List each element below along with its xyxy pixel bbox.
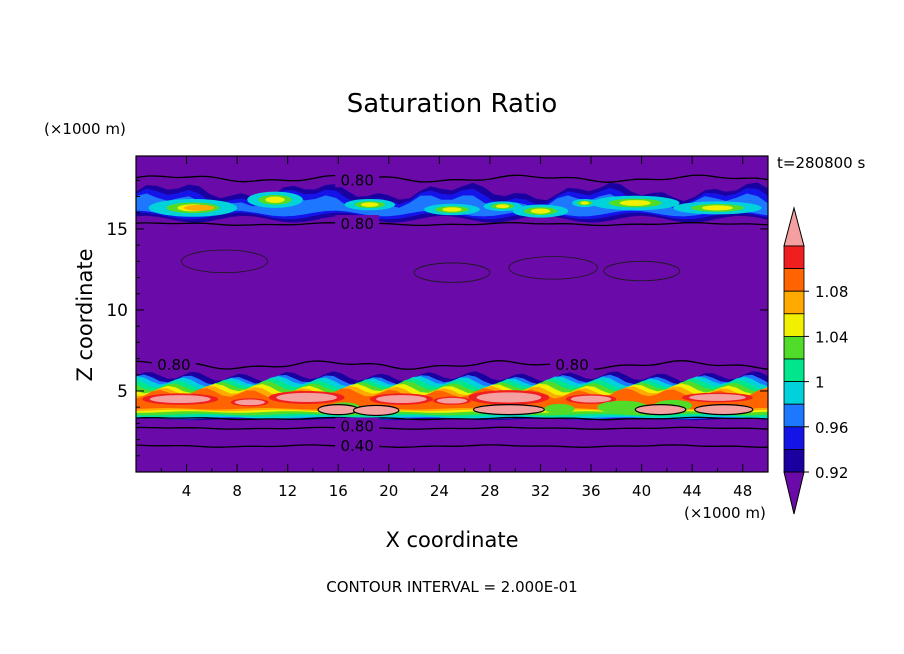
lower-pink-patch xyxy=(476,392,542,403)
plot-area: 0.800.800.80 0.800.800.40 xyxy=(136,156,768,472)
x-tick-label: 48 xyxy=(733,482,752,500)
upper-orange-patch xyxy=(184,204,215,211)
x-tick-label: 16 xyxy=(329,482,348,500)
colorbar-box xyxy=(783,268,805,292)
contour-fill: 0.800.800.80 0.800.800.40 xyxy=(136,156,768,472)
chart-title: Saturation Ratio xyxy=(347,89,558,119)
x-tick-label: 12 xyxy=(278,482,297,500)
x-tick-label: 28 xyxy=(480,482,499,500)
y-tick-label: 15 xyxy=(106,220,128,240)
upper-yellow-patch xyxy=(619,200,651,206)
contour-label-bg xyxy=(151,356,196,373)
closed-contour-loop xyxy=(181,249,268,274)
contour-line-upper-bottom xyxy=(136,221,768,227)
contour-label-bg xyxy=(550,356,595,373)
upper-yellow-patch xyxy=(580,201,590,205)
x-axis-label: X coordinate xyxy=(385,528,518,552)
closed-contour-loop xyxy=(603,260,680,282)
colorbar-box xyxy=(783,358,805,383)
x-tick-label: 8 xyxy=(232,482,242,500)
colorbar-tick-label: 0.96 xyxy=(815,419,848,437)
contour-label: 0.80 xyxy=(340,171,373,189)
x-unit-label: (×1000 m) xyxy=(684,504,766,522)
upper-yellow-patch xyxy=(265,196,285,203)
lower-pink-patch xyxy=(689,394,746,401)
contour-label: 0.80 xyxy=(157,356,190,374)
lower-pink-patch xyxy=(570,395,612,403)
x-tick-label: 20 xyxy=(379,482,398,500)
colorbar-box xyxy=(783,448,805,473)
contour-interval-footer: CONTOUR INTERVAL = 2.000E-01 xyxy=(326,578,577,596)
lower-pink-lens xyxy=(472,404,545,416)
contour-label-bg xyxy=(335,215,380,232)
contour-line-lower-1 xyxy=(136,416,768,421)
colorbar-tick-label: 1.04 xyxy=(815,328,848,346)
colorbar-tick-label: 1.08 xyxy=(815,283,848,301)
contour-label: 0.80 xyxy=(340,215,373,233)
lower-pink-lens xyxy=(634,404,687,416)
contour-label-bg xyxy=(335,437,380,454)
colorbar-box xyxy=(783,245,805,270)
colorbar-tick-label: 0.92 xyxy=(815,464,848,482)
lower-pink-lens xyxy=(317,404,360,416)
lower-pink-patch xyxy=(276,392,337,402)
contour-line-upper-top xyxy=(136,174,768,183)
contour-label-bg xyxy=(335,171,380,188)
colorbar-box xyxy=(783,426,805,450)
x-tick-label: 40 xyxy=(632,482,651,500)
upper-yellow-patch xyxy=(442,207,462,212)
lower-pink-patch xyxy=(436,397,468,404)
plot-frame xyxy=(135,155,769,473)
colorbar-bottom-arrow xyxy=(783,471,805,515)
contour-line-lower-3 xyxy=(136,444,768,448)
colorbar-box xyxy=(783,335,805,360)
lower-pink-lens xyxy=(694,404,754,416)
contour-label: 0.80 xyxy=(340,418,373,436)
contour-line-mid xyxy=(136,360,768,371)
lower-pink-patch xyxy=(376,395,427,404)
y-axis-label: Z coordinate xyxy=(73,248,97,381)
colorbar-box xyxy=(783,313,805,337)
lower-pink-lens xyxy=(352,404,400,417)
colorbar: 0.92 0.96 1 1.04 1.08 xyxy=(783,206,848,515)
colorbar-tick-label: 1 xyxy=(815,374,825,392)
lower-pink-patch xyxy=(149,395,211,404)
closed-contour-loop xyxy=(508,256,598,280)
upper-yellow-patch xyxy=(495,204,510,209)
colorbar-box xyxy=(783,403,805,428)
colorbar-box xyxy=(783,381,805,405)
x-tick-label: 36 xyxy=(581,482,600,500)
upper-yellow-patch xyxy=(530,208,551,214)
lower-green-pocket xyxy=(544,403,575,414)
upper-yellow-patch xyxy=(701,205,733,211)
y-tick-label: 10 xyxy=(106,301,128,321)
y-tick-label: 5 xyxy=(117,382,128,402)
time-label: t=280800 s xyxy=(777,154,865,172)
lower-pink-patch xyxy=(234,399,265,406)
contour-label: 0.40 xyxy=(340,437,373,455)
colorbar-box xyxy=(783,290,805,315)
x-tick-label: 4 xyxy=(182,482,192,500)
x-tick-label: 32 xyxy=(531,482,550,500)
x-tick-label: 44 xyxy=(683,482,702,500)
upper-yellow-patch xyxy=(360,202,379,207)
x-tick-label: 24 xyxy=(430,482,449,500)
contour-label-bg xyxy=(335,417,380,434)
contour-label: 0.80 xyxy=(555,356,588,374)
contour-line-lower-2 xyxy=(136,426,768,430)
colorbar-top-arrow xyxy=(783,206,805,247)
y-unit-label: (×1000 m) xyxy=(44,120,126,138)
closed-contour-loop xyxy=(413,262,491,283)
